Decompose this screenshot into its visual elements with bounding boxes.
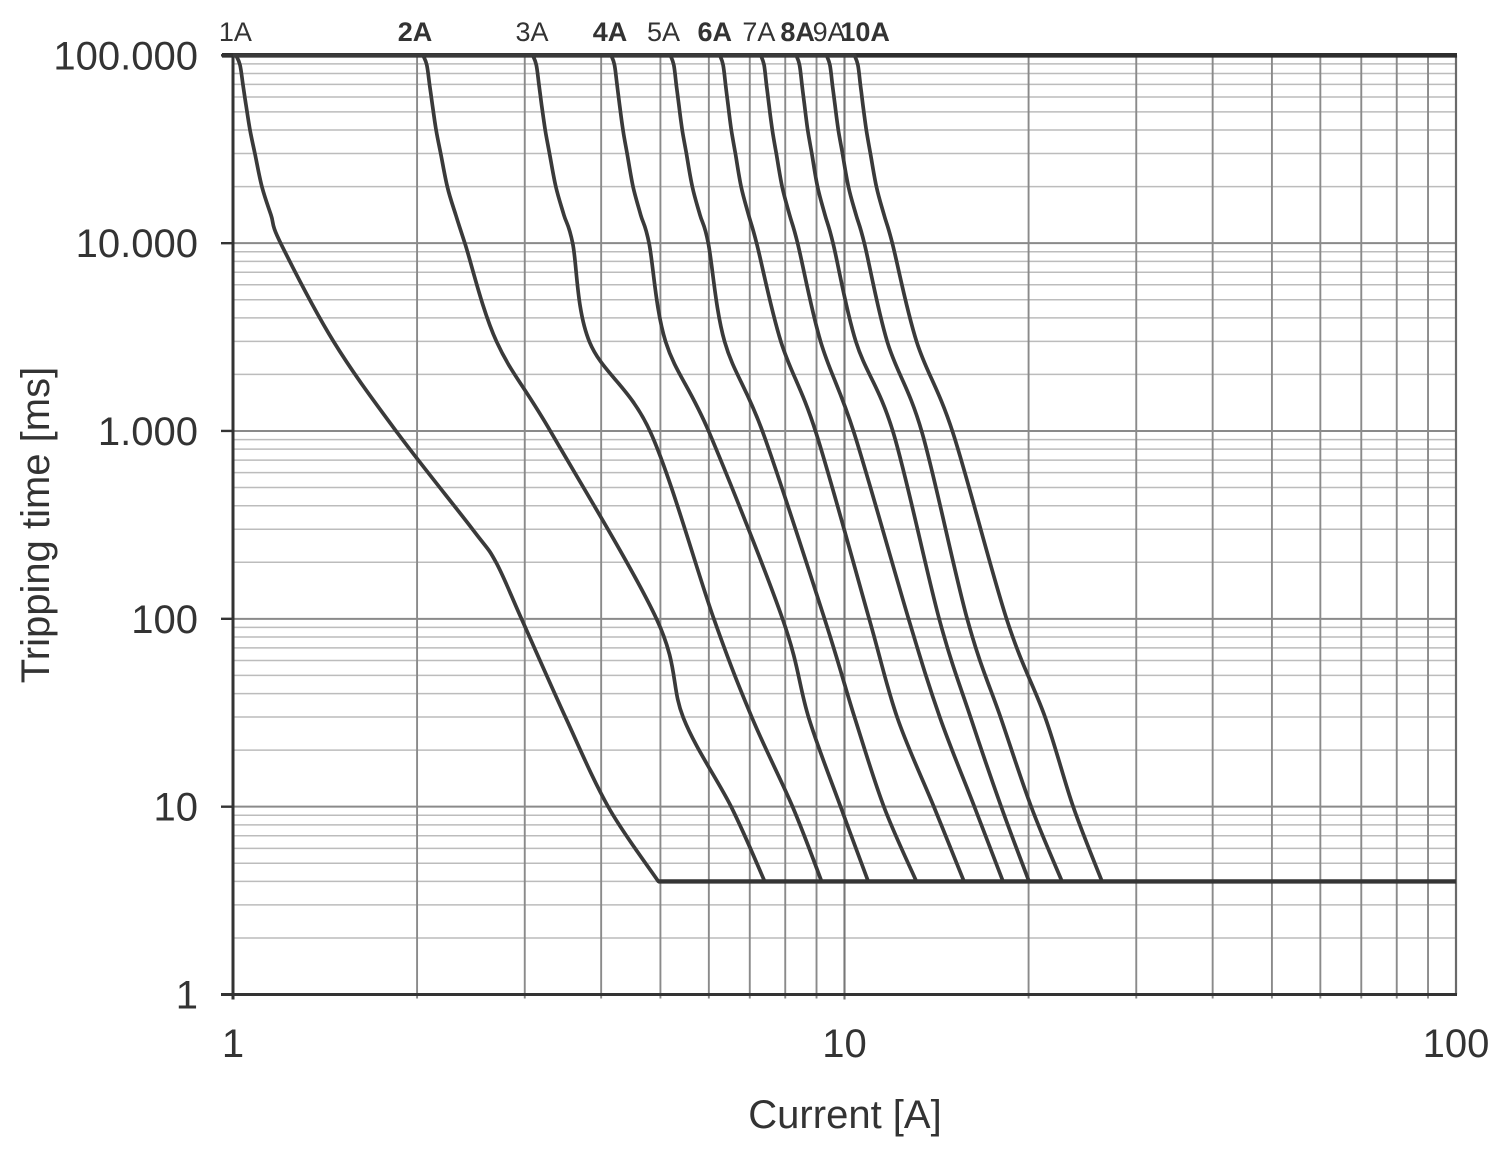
svg-text:Tripping time [ms]: Tripping time [ms] bbox=[14, 367, 58, 683]
svg-text:100: 100 bbox=[1423, 1022, 1490, 1066]
svg-text:10A: 10A bbox=[840, 17, 890, 47]
svg-text:4A: 4A bbox=[593, 17, 628, 47]
svg-text:7A: 7A bbox=[742, 17, 775, 47]
svg-text:1.000: 1.000 bbox=[98, 410, 198, 454]
svg-text:8A: 8A bbox=[780, 17, 815, 47]
svg-text:3A: 3A bbox=[515, 17, 548, 47]
svg-text:10: 10 bbox=[154, 786, 199, 830]
svg-text:10.000: 10.000 bbox=[76, 222, 198, 266]
svg-text:1: 1 bbox=[176, 974, 198, 1018]
svg-text:100: 100 bbox=[131, 598, 198, 642]
svg-text:5A: 5A bbox=[647, 17, 680, 47]
svg-text:10: 10 bbox=[822, 1022, 867, 1066]
svg-text:2A: 2A bbox=[398, 17, 433, 47]
svg-text:1: 1 bbox=[222, 1022, 244, 1066]
svg-text:6A: 6A bbox=[698, 17, 733, 47]
svg-text:Current [A]: Current [A] bbox=[748, 1093, 941, 1137]
svg-text:100.000: 100.000 bbox=[53, 34, 198, 78]
svg-text:9A: 9A bbox=[813, 17, 846, 47]
svg-text:1A: 1A bbox=[219, 17, 252, 47]
